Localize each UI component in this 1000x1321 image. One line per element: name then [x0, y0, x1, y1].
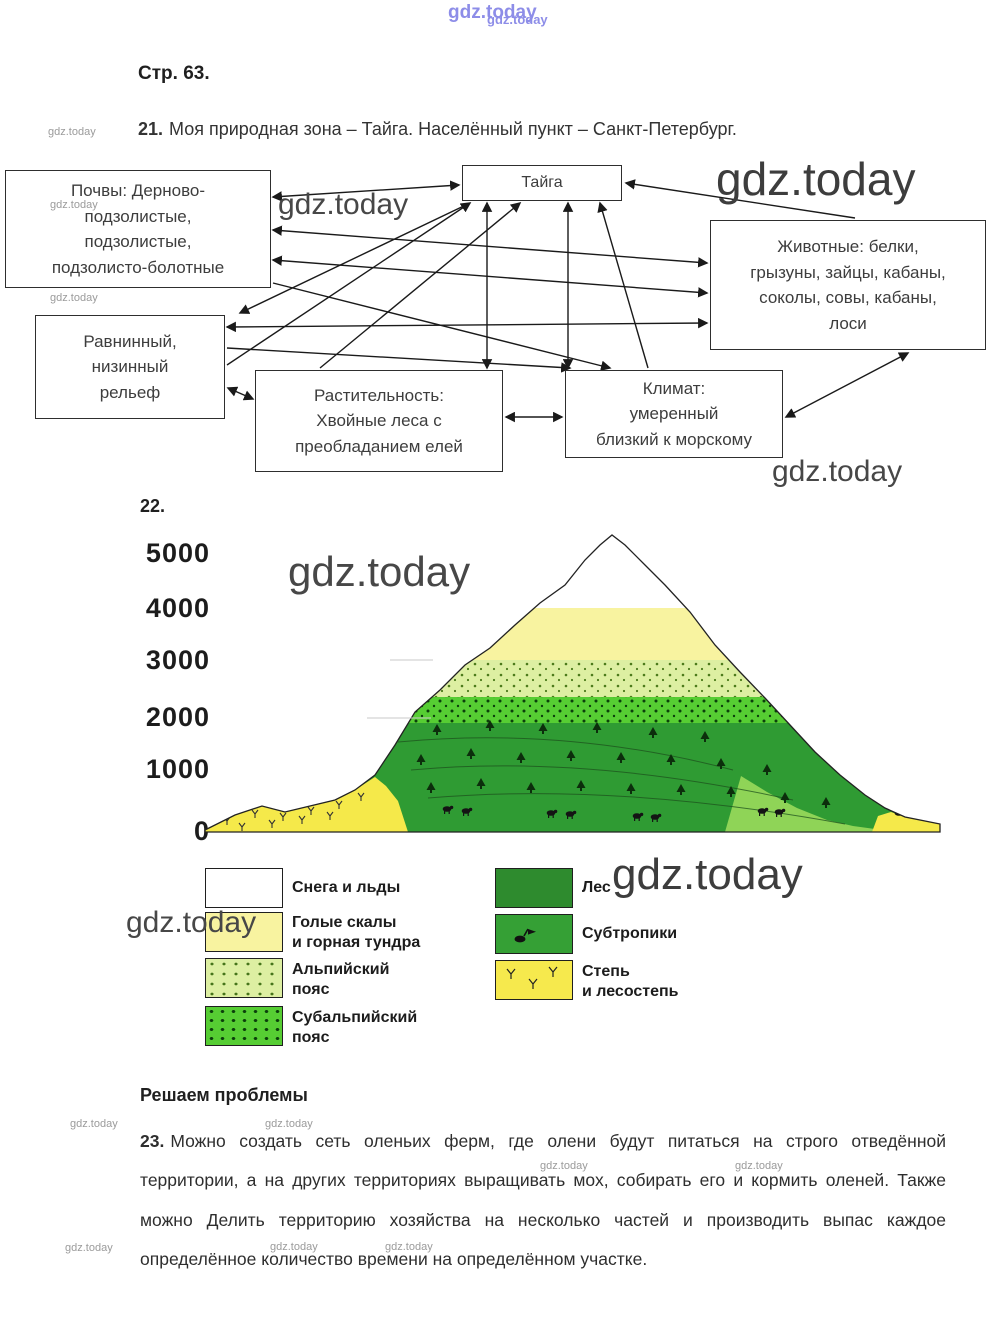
watermark: gdz.today [265, 1118, 313, 1130]
task22-number: 22. [140, 496, 166, 516]
task23-number: 23. [140, 1131, 165, 1151]
axis-label-3000: 3000 [145, 645, 210, 675]
watermark: gdz.today [385, 1241, 433, 1253]
watermark: gdz.today [716, 153, 916, 205]
axis-label-1000: 1000 [145, 754, 210, 784]
box-climate: Климат: умеренный близкий к морскому [565, 370, 783, 458]
task23-text: Можно создать сеть оленьих ферм, где оле… [140, 1131, 946, 1270]
legend-label-alpine: Альпийский пояс [292, 961, 390, 998]
legend-label-rocks: Голые скалы и горная тундра [292, 914, 421, 951]
legend-label-steppe: Степь и лесостепь [582, 963, 679, 1000]
watermark: gdz.today [540, 1160, 588, 1172]
box-relief: Равнинный, низинный рельеф [35, 315, 225, 419]
legend-swatch-rocks [205, 912, 283, 952]
box-soils: Почвы: Дерново- подзолистые, подзолистые… [5, 170, 271, 288]
task21-line: 21. Моя природная зона – Тайга. Населённы… [138, 119, 737, 140]
watermark: gdz.today [70, 1118, 118, 1130]
legend-swatch-subalpine [205, 1006, 283, 1046]
task23-paragraph: 23. Можно создать сеть оленьих ферм, где … [140, 1122, 946, 1280]
legend-swatch-forest [495, 868, 573, 908]
watermark: gdz.today [487, 12, 548, 27]
watermark: gdz.today [50, 292, 98, 304]
legend-label-subtropics: Субтропики [582, 925, 678, 942]
legend-label-forest: Лес [582, 879, 611, 896]
watermark: gdz.today [50, 199, 98, 211]
legend-label-snow: Снега и льды [292, 879, 401, 896]
task21-title: Моя природная зона – Тайга. Населённый п… [169, 119, 737, 139]
concept-map-arrows [225, 179, 910, 423]
axis-label-0: 0 [193, 816, 210, 846]
watermark: gdz.today [612, 850, 803, 899]
watermark: gdz.today [448, 2, 537, 23]
axis-label-5000: 5000 [145, 538, 210, 568]
legend-swatch-steppe [495, 960, 573, 1000]
watermark: gdz.today [772, 455, 903, 488]
page-header: Стр. 63. [138, 63, 210, 84]
watermark: gdz.today [288, 548, 471, 595]
axis-label-4000: 4000 [145, 593, 210, 623]
watermark: gdz.today [270, 1241, 318, 1253]
watermark: gdz.today [48, 126, 96, 138]
legend-swatch-subtropics [495, 914, 573, 954]
steppe-icon [506, 966, 558, 989]
problems-heading: Решаем проблемы [140, 1085, 308, 1105]
legend-swatch-alpine [205, 958, 283, 998]
subtropics-icon [514, 928, 536, 943]
watermark: gdz.today [65, 1242, 113, 1254]
mountain-diagram [204, 534, 941, 833]
watermark: gdz.today [126, 906, 257, 939]
watermark: gdz.today [735, 1160, 783, 1172]
box-vegetation: Растительность: Хвойные леса с преоблада… [255, 370, 503, 472]
box-animals: Животные: белки, грызуны, зайцы, кабаны,… [710, 220, 986, 350]
task21-number: 21. [138, 119, 164, 139]
legend-label-subalpine: Субальпийский пояс [292, 1009, 418, 1046]
box-taiga: Тайга [462, 165, 622, 201]
legend-swatch-snow [205, 868, 283, 908]
axis-label-2000: 2000 [145, 702, 210, 732]
watermark: gdz.today [278, 188, 409, 221]
